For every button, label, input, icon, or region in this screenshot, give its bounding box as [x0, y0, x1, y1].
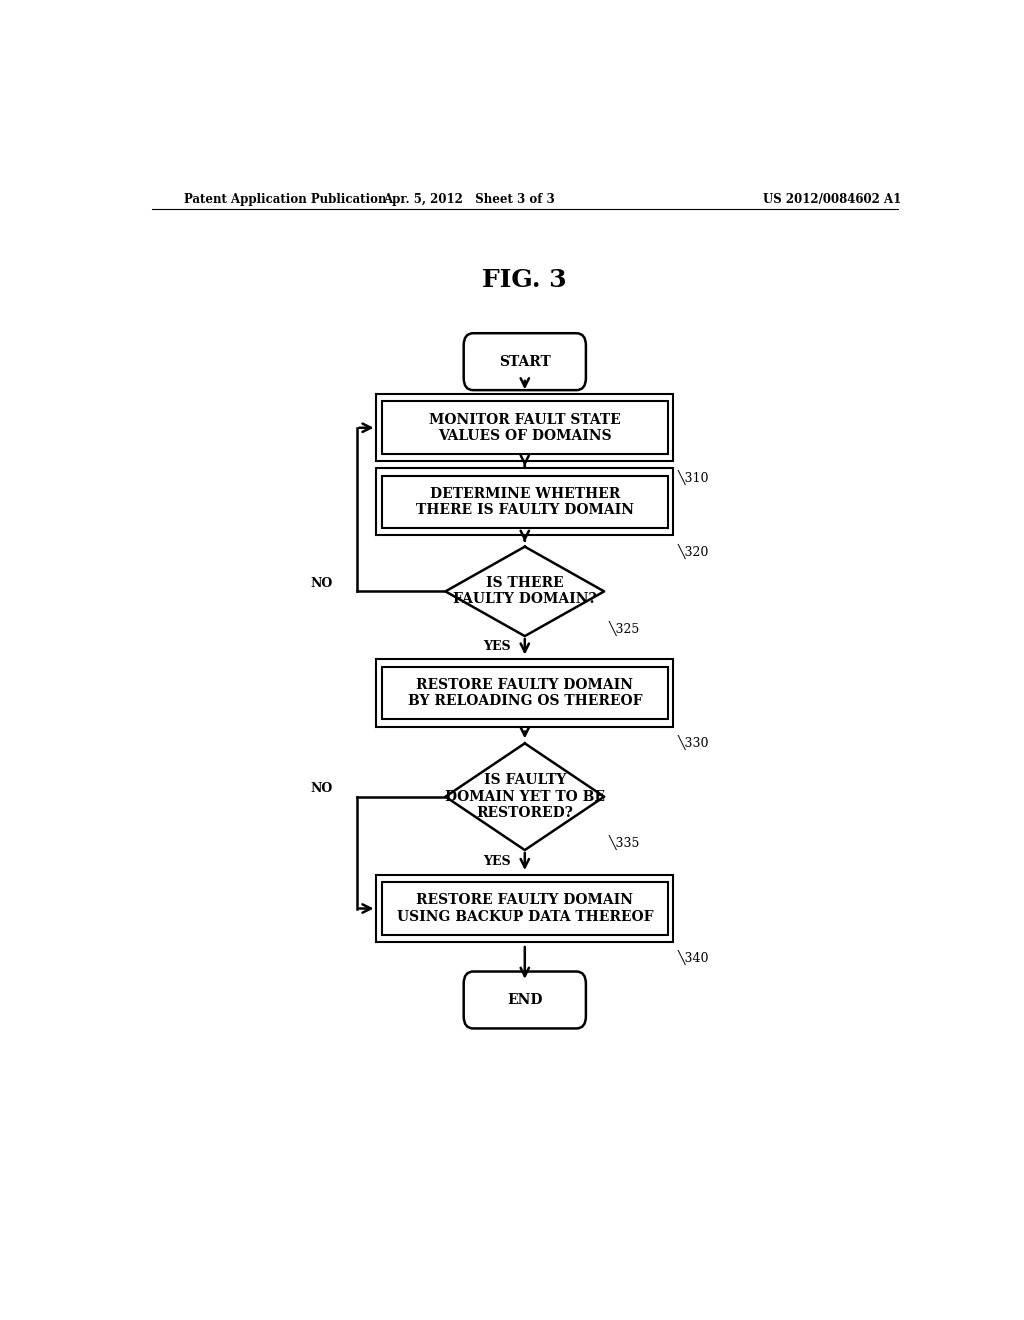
- Bar: [377, 395, 673, 461]
- Text: IS FAULTY
DOMAIN YET TO BE
RESTORED?: IS FAULTY DOMAIN YET TO BE RESTORED?: [444, 774, 605, 820]
- FancyBboxPatch shape: [464, 972, 586, 1028]
- Polygon shape: [445, 743, 604, 850]
- Text: START: START: [499, 355, 551, 368]
- Text: NO: NO: [310, 781, 333, 795]
- Text: YES: YES: [483, 640, 511, 653]
- Bar: [377, 875, 673, 942]
- Text: YES: YES: [483, 855, 511, 869]
- Text: ╲310: ╲310: [677, 470, 709, 484]
- Text: MONITOR FAULT STATE
VALUES OF DOMAINS: MONITOR FAULT STATE VALUES OF DOMAINS: [429, 413, 621, 442]
- Bar: [377, 469, 673, 536]
- Text: ╲340: ╲340: [677, 950, 709, 965]
- Text: END: END: [507, 993, 543, 1007]
- Bar: [377, 660, 673, 726]
- Text: NO: NO: [310, 577, 333, 590]
- Text: RESTORE FAULTY DOMAIN
BY RELOADING OS THEREOF: RESTORE FAULTY DOMAIN BY RELOADING OS TH…: [408, 678, 642, 708]
- Bar: [382, 401, 668, 454]
- Text: Patent Application Publication: Patent Application Publication: [183, 193, 386, 206]
- Text: Apr. 5, 2012   Sheet 3 of 3: Apr. 5, 2012 Sheet 3 of 3: [383, 193, 555, 206]
- Text: ╲320: ╲320: [677, 544, 709, 558]
- Text: ╲335: ╲335: [608, 834, 640, 850]
- Text: IS THERE
FAULTY DOMAIN?: IS THERE FAULTY DOMAIN?: [453, 577, 597, 606]
- Text: US 2012/0084602 A1: US 2012/0084602 A1: [763, 193, 901, 206]
- Text: FIG. 3: FIG. 3: [482, 268, 567, 292]
- Bar: [382, 667, 668, 719]
- Text: RESTORE FAULTY DOMAIN
USING BACKUP DATA THEREOF: RESTORE FAULTY DOMAIN USING BACKUP DATA …: [396, 894, 653, 924]
- Bar: [382, 882, 668, 935]
- Bar: [382, 475, 668, 528]
- Polygon shape: [445, 546, 604, 636]
- FancyBboxPatch shape: [464, 333, 586, 391]
- Text: DETERMINE WHETHER
THERE IS FAULTY DOMAIN: DETERMINE WHETHER THERE IS FAULTY DOMAIN: [416, 487, 634, 517]
- Text: ╲325: ╲325: [608, 620, 639, 636]
- Text: ╲330: ╲330: [677, 735, 709, 750]
